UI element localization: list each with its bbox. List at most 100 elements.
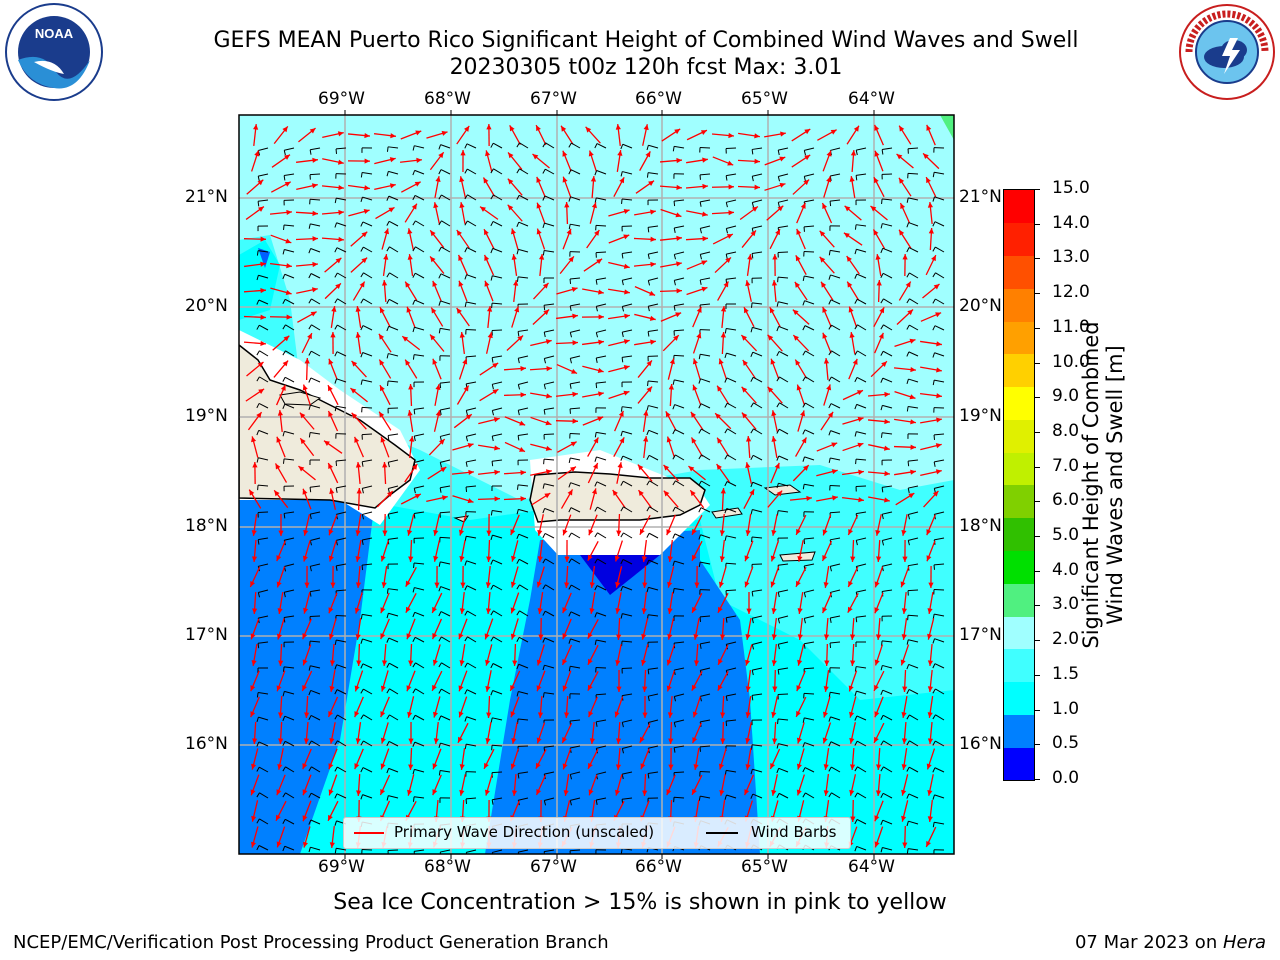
wind-barb <box>259 792 269 799</box>
wind-barb <box>622 251 633 255</box>
wave-arrow-head <box>335 283 341 290</box>
wind-barb <box>492 663 503 669</box>
wind-barb <box>856 376 867 383</box>
colorbar-segment <box>1004 550 1034 584</box>
wind-barb <box>389 688 399 695</box>
wind-barb-flag <box>334 689 338 695</box>
wind-barb <box>363 714 373 721</box>
wind-barb-flag <box>621 748 625 754</box>
wind-barb-flag <box>854 273 858 279</box>
wave-arrow-head <box>874 150 880 157</box>
wind-barb <box>622 303 633 307</box>
wave-arrow-head <box>668 384 674 390</box>
map-ticks <box>344 110 875 859</box>
wind-barb <box>933 563 945 566</box>
colorbar-segment <box>1004 616 1034 650</box>
wind-barb-flag <box>412 688 416 694</box>
wave-arrow-head <box>387 491 393 497</box>
wind-barb <box>284 147 295 151</box>
wave-arrow-head <box>562 685 568 692</box>
wind-barb <box>337 324 347 331</box>
wind-barb-flag <box>334 198 337 204</box>
wind-barb-flag <box>776 351 780 357</box>
colorbar-tick-mark <box>1034 605 1040 607</box>
wind-barb-flag <box>490 168 494 174</box>
wind-barb-flag <box>880 766 884 772</box>
wind-barb <box>362 196 373 201</box>
wind-barb <box>362 459 373 463</box>
wind-barb-flag <box>724 328 727 334</box>
wind-barb <box>492 559 503 565</box>
wind-barb-flag <box>361 514 365 520</box>
wind-barb <box>310 511 321 515</box>
wind-barb-flag <box>802 325 806 331</box>
wave-arrow-head <box>616 530 622 536</box>
wind-barb <box>831 766 841 773</box>
wind-barb <box>388 353 399 357</box>
wind-barb <box>441 194 451 201</box>
wind-barb <box>518 771 529 775</box>
colorbar-tick-label: 0.0 <box>1052 768 1080 788</box>
wind-barb-flag <box>621 722 624 728</box>
wind-barb <box>258 402 269 409</box>
colorbar-tick-mark <box>1034 709 1040 711</box>
wave-arrow-head <box>718 763 724 770</box>
wind-barb <box>934 511 945 515</box>
wave-arrow-head <box>520 365 526 372</box>
chart-subtitle: 20230305 t00z 120h fcst Max: 3.01 <box>449 55 843 80</box>
wind-barb <box>285 766 295 773</box>
wind-barb-flag <box>308 223 311 229</box>
wind-barb-flag <box>282 350 286 356</box>
wave-arrow-head <box>847 281 853 288</box>
noaa-logo-text: NOAA <box>35 26 74 41</box>
wave-arrow-head <box>832 495 838 501</box>
wave-arrow-head <box>485 608 492 614</box>
wave-arrow-head <box>286 263 292 269</box>
wind-barb-flag <box>595 721 598 727</box>
wind-barb-flag <box>517 435 520 441</box>
wind-barb-flag <box>880 273 884 279</box>
colorbar-tick-label: 8.0 <box>1052 420 1080 441</box>
wind-barb-flag <box>594 532 598 538</box>
wind-barb <box>258 274 269 279</box>
wind-barb-flag <box>828 376 832 382</box>
wave-arrow-head <box>779 182 786 188</box>
wind-barb-flag <box>256 324 260 330</box>
wind-barb-flag <box>698 480 702 486</box>
wind-barb-flag <box>828 350 832 356</box>
wave-arrow-head <box>693 634 699 640</box>
wind-barb <box>361 848 373 851</box>
wind-barb <box>830 563 841 567</box>
wave-arrow-head <box>928 228 934 234</box>
wind-barb-flag <box>543 358 547 364</box>
wind-barb-flag <box>673 227 676 234</box>
wind-barb <box>934 325 945 331</box>
wave-arrow-head <box>536 228 542 235</box>
wind-barb <box>467 168 477 175</box>
wave-arrow-head <box>432 763 438 770</box>
colorbar-segment <box>1004 419 1034 453</box>
wave-arrow-head <box>676 235 682 241</box>
wind-barb <box>883 324 893 331</box>
wind-barb <box>596 585 607 591</box>
wind-barb-flag <box>568 584 572 590</box>
wave-arrow-head <box>744 789 750 796</box>
wave-arrow-head <box>328 763 334 770</box>
lon-label-top: 66°W <box>635 89 682 109</box>
wave-arrow-head <box>458 529 464 536</box>
wind-barb-flag <box>932 714 936 720</box>
wave-arrow-head <box>492 389 499 395</box>
wave-arrow-head <box>508 152 514 159</box>
wind-barb <box>856 715 867 721</box>
wind-barb-flag <box>724 454 728 460</box>
wind-barb-flag <box>880 793 884 798</box>
wave-arrow-head <box>407 228 413 235</box>
wind-barb-flag <box>595 332 599 338</box>
wind-barb <box>830 299 841 305</box>
wind-barb-flag <box>776 793 780 799</box>
wave-arrow-head <box>692 606 697 613</box>
wave-arrow-head <box>663 490 670 497</box>
wind-barb <box>907 147 919 150</box>
wind-barb <box>258 199 269 202</box>
wind-barb-flag <box>751 202 755 208</box>
